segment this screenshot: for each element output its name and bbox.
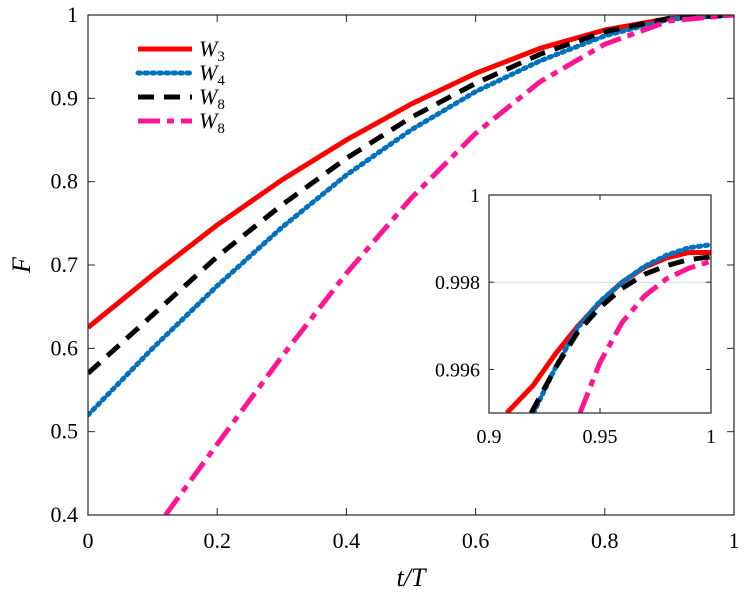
legend-label-main: W (199, 84, 219, 109)
main-series-line-w4-1 (88, 15, 734, 418)
y-axis-label: F (7, 256, 36, 274)
inset-ytick-label: 1 (470, 185, 480, 207)
inset-xtick-label: 0.9 (477, 426, 502, 448)
inset-ytick-label: 0.996 (435, 359, 480, 381)
main-ytick-label: 1 (67, 2, 78, 27)
legend-label-sub: 8 (217, 121, 225, 137)
legend-label-sub: 4 (217, 73, 225, 89)
main-xtick-label: 0.2 (203, 528, 231, 553)
main-xtick-label: 0.6 (462, 528, 490, 553)
inset-series-line-w8-2 (528, 254, 711, 413)
legend-label-3: W8 (199, 108, 225, 137)
legend-label-main: W (199, 108, 219, 133)
main-ytick-label: 0.8 (51, 169, 79, 194)
main-series-line-w8-3 (163, 15, 734, 515)
main-ytick-label: 0.9 (51, 85, 79, 110)
main-xtick-label: 0 (83, 528, 94, 553)
legend-label-main: W (199, 36, 219, 61)
main-xtick-label: 1 (729, 528, 740, 553)
legend-label-2: W8 (199, 84, 225, 113)
inset-plot: 0.9 0.95 1 0.996 0.998 1 (435, 185, 716, 448)
inset-series-group (504, 242, 711, 413)
main-series-line-w8-2 (88, 15, 734, 376)
legend-label-0: W3 (199, 36, 225, 65)
legend-label-sub: 3 (217, 49, 225, 65)
main-ytick-label: 0.5 (51, 419, 79, 444)
main-ytick-label: 0.4 (51, 502, 79, 527)
legend-label-main: W (199, 60, 219, 85)
x-axis-label: t/T (397, 563, 427, 592)
main-ytick-label: 0.7 (51, 252, 79, 277)
inset-xtick-label: 0.95 (583, 426, 618, 448)
legend-label-1: W4 (199, 60, 225, 89)
main-xtick-label: 0.4 (333, 528, 361, 553)
inset-ytick-label: 0.998 (435, 272, 480, 294)
legend-label-sub: 8 (217, 97, 225, 113)
inset-series-line-w8-3 (577, 258, 711, 413)
main-series-group (88, 15, 734, 515)
main-series-line-w3-0 (88, 15, 734, 330)
main-xtick-label: 0.8 (591, 528, 619, 553)
inset-xtick-label: 1 (706, 426, 716, 448)
main-ytick-label: 0.6 (51, 335, 79, 360)
